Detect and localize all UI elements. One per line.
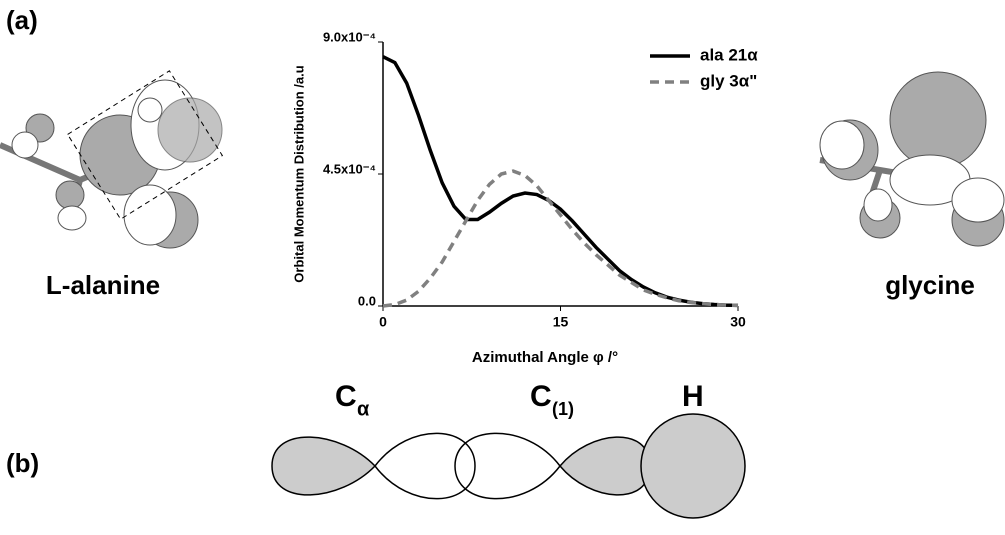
y-tick-label: 0.0 [358, 293, 376, 308]
molecule-label: glycine [885, 270, 975, 300]
x-axis-label: Azimuthal Angle φ /° [472, 349, 618, 366]
glycine-drawing [819, 71, 1005, 247]
orbital-diagram [271, 413, 746, 519]
y-tick-label: 9.0x10⁻⁴ [323, 29, 376, 44]
atom-subscript: (1) [552, 399, 574, 419]
legend-label: gly 3α" [700, 71, 757, 90]
x-tick-label: 15 [553, 314, 569, 330]
series-line [382, 169, 739, 308]
panel-label: (a) [6, 5, 38, 35]
atom-subscript: α [357, 398, 370, 420]
atom-symbol: C [335, 380, 357, 413]
panel-label: (b) [6, 448, 39, 478]
legend-label: ala 21α [700, 45, 758, 64]
alanine-drawing [0, 70, 224, 249]
y-tick-label: 4.5x10⁻⁴ [323, 161, 376, 176]
atom-symbol: C [530, 380, 552, 413]
y-axis-label: Orbital Momentum Distribution /a.u [291, 65, 306, 282]
x-tick-label: 30 [730, 314, 746, 330]
atom-symbol: H [682, 380, 704, 413]
molecule-label: L-alanine [46, 270, 160, 300]
x-tick-label: 0 [379, 314, 387, 330]
